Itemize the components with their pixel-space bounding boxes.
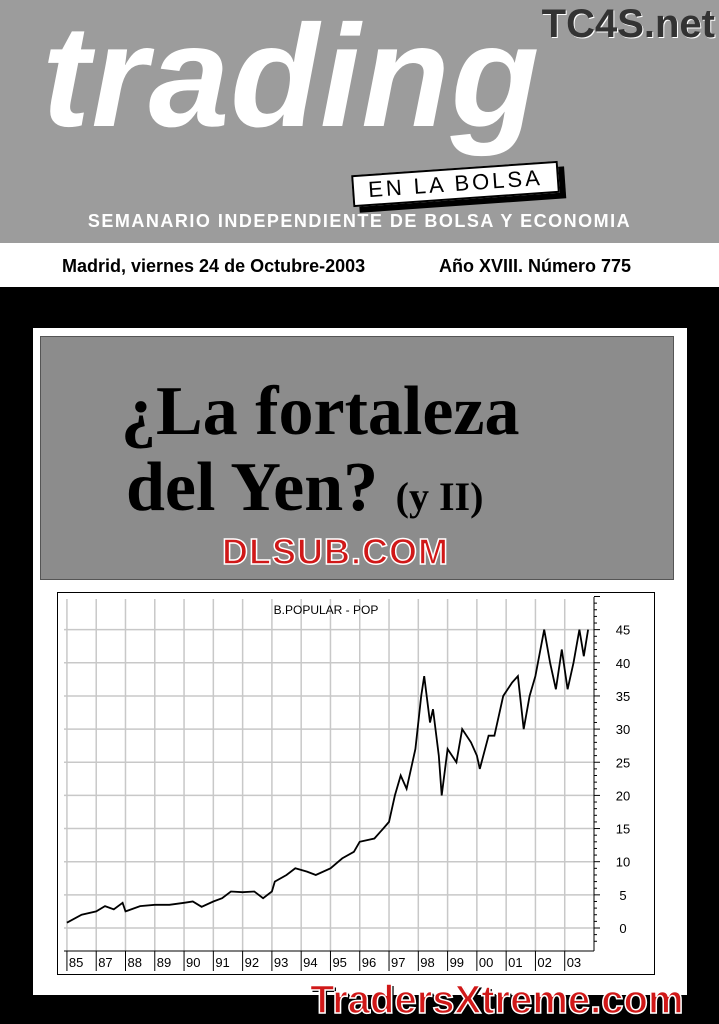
y-tick-label: 15: [616, 822, 630, 837]
x-tick-label: 96: [362, 955, 376, 970]
x-tick-label: 98: [420, 955, 434, 970]
x-tick-label: 95: [332, 955, 346, 970]
y-tick-label: 5: [619, 888, 626, 903]
y-tick-label: 0: [619, 921, 626, 936]
price-series-line: [66, 629, 589, 924]
brand-logo: trading: [42, 0, 541, 157]
x-tick-label: 01: [508, 955, 522, 970]
headline-box: ¿La fortaleza del Yen? (y II): [40, 336, 674, 580]
x-tick-label: 94: [303, 955, 317, 970]
watermark-top: DLSUB.COM: [221, 531, 449, 572]
y-tick-label: 45: [616, 623, 630, 638]
headline-line2: del Yen? (y II): [126, 453, 483, 523]
chart-title: B.POPULAR - POP: [274, 603, 379, 617]
y-tick-label: 40: [616, 656, 630, 671]
date-band: Madrid, viernes 24 de Octubre-2003 Año X…: [0, 243, 719, 287]
x-tick-label: 91: [215, 955, 229, 970]
x-tick-label: 92: [245, 955, 259, 970]
x-tick-label: 99: [450, 955, 464, 970]
issue-date: Madrid, viernes 24 de Octubre-2003: [62, 256, 366, 276]
x-tick-label: 88: [127, 955, 141, 970]
y-tick-label: 35: [616, 689, 630, 704]
x-tick-label: 02: [537, 955, 551, 970]
issue-number: Año XVIII. Número 775: [439, 256, 632, 276]
chart-svg: 0 5 10 15 20 25 30 35 40 45 85 87 88 89 90 91 92 93 94 95 96…: [64, 596, 630, 971]
y-tick-label: 10: [616, 855, 630, 870]
x-tick-label: 87: [98, 955, 112, 970]
masthead-subtitle: SEMANARIO INDEPENDIENTE DE BOLSA Y ECONO…: [87, 211, 632, 231]
y-tick-label: 30: [616, 722, 630, 737]
stock-chart: 0 5 10 15 20 25 30 35 40 45 85 87 88 89 90 91 92 93 94 95 96…: [57, 592, 655, 975]
x-tick-label: 89: [157, 955, 171, 970]
x-tick-label: 97: [391, 955, 405, 970]
x-tick-label: 93: [274, 955, 288, 970]
headline-part: (y II): [395, 474, 484, 519]
tagline-box: EN LA BOLSA: [351, 160, 560, 208]
x-tick-label: 85: [69, 955, 83, 970]
headline-line1: ¿La fortaleza: [121, 373, 520, 450]
y-tick-label: 25: [616, 755, 630, 770]
y-tick-label: 20: [616, 788, 630, 803]
x-tick-label: 90: [186, 955, 200, 970]
site-watermark: TC4S.net: [541, 2, 715, 46]
headline-line2-text: del Yen?: [126, 449, 379, 526]
x-tick-label: 03: [567, 955, 581, 970]
x-tick-label: 00: [479, 955, 493, 970]
masthead: trading TC4S.net EN LA BOLSA SEMANARIO I…: [0, 0, 719, 243]
watermark-bottom: TradersXtreme.com: [309, 978, 684, 1022]
